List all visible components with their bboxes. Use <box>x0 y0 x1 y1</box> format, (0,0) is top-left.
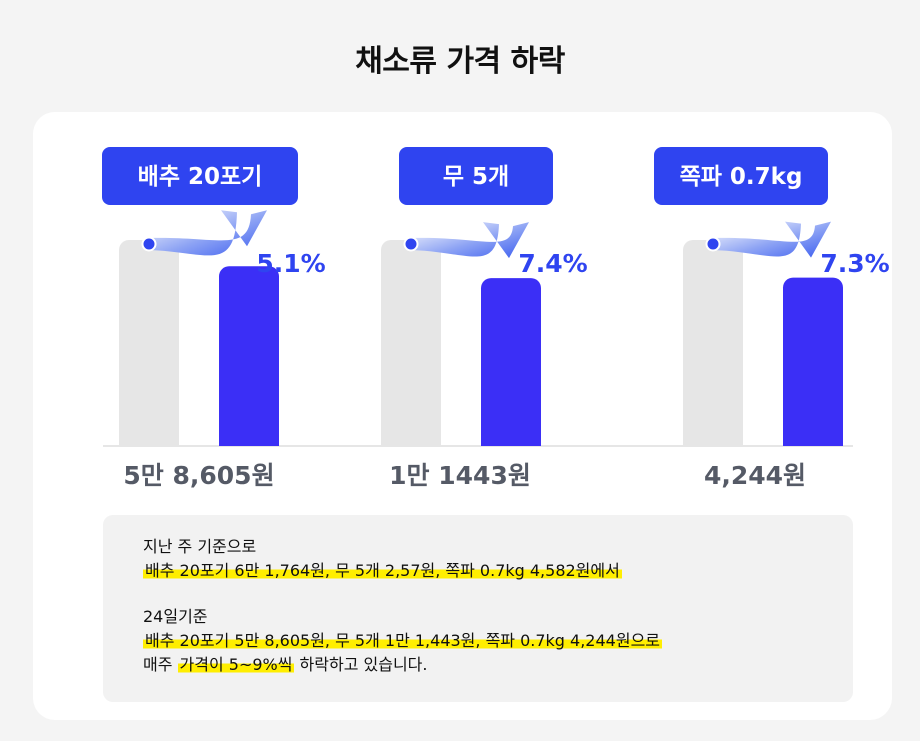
bar-current-week-base <box>481 434 541 446</box>
category-label: 배추 20포기 <box>138 164 263 190</box>
bar-current-week <box>783 277 843 446</box>
category-pill <box>654 147 828 205</box>
bar-current-week-base <box>219 434 279 446</box>
category-label: 쪽파 0.7kg <box>680 164 803 190</box>
down-arrow <box>411 222 529 259</box>
page-title: 채소류 가격 하락 <box>355 44 565 79</box>
note-line-5-suffix: 하락하고 있습니다. <box>294 655 428 674</box>
start-dot <box>403 236 419 252</box>
bar-previous-week <box>683 240 743 446</box>
start-dot <box>141 236 157 252</box>
category-pill <box>399 147 553 205</box>
down-arrow <box>149 210 267 256</box>
note-line-1: 지난 주 기준으로 <box>143 537 257 556</box>
price-label: 5만 8,605원 <box>123 461 274 490</box>
bar-current-week-base <box>783 434 843 446</box>
change-percent-label: 5.1% <box>256 249 325 278</box>
price-label: 4,244원 <box>704 461 806 490</box>
bar-previous-week-base <box>683 434 743 446</box>
bar-previous-week-base <box>381 434 441 446</box>
price-label: 1만 1443원 <box>389 461 531 490</box>
bar-current-week <box>219 266 279 446</box>
start-dot <box>705 236 721 252</box>
bar-current-week <box>481 278 541 446</box>
change-percent-label: 7.3% <box>820 249 889 278</box>
down-arrow <box>713 221 831 258</box>
note-line-3: 24일기준 <box>143 607 208 626</box>
change-percent-label: 7.4% <box>518 249 587 278</box>
bar-previous-week-base <box>119 434 179 446</box>
note-line-5-highlight: 가격이 5~9%씩 <box>177 655 295 674</box>
note-line-5-prefix: 매주 <box>143 655 178 674</box>
bar-previous-week <box>381 240 441 446</box>
bar-previous-week <box>119 240 179 446</box>
category-pill <box>102 147 298 205</box>
note-line-2: 배추 20포기 6만 1,764원, 무 5개 2,57원, 쪽파 0.7kg … <box>143 561 622 580</box>
note-line-4: 배추 20포기 5만 8,605원, 무 5개 1만 1,443원, 쪽파 0.… <box>143 631 663 650</box>
summary-note: 지난 주 기준으로 배추 20포기 6만 1,764원, 무 5개 2,57원,… <box>103 515 853 702</box>
category-label: 무 5개 <box>443 164 509 190</box>
